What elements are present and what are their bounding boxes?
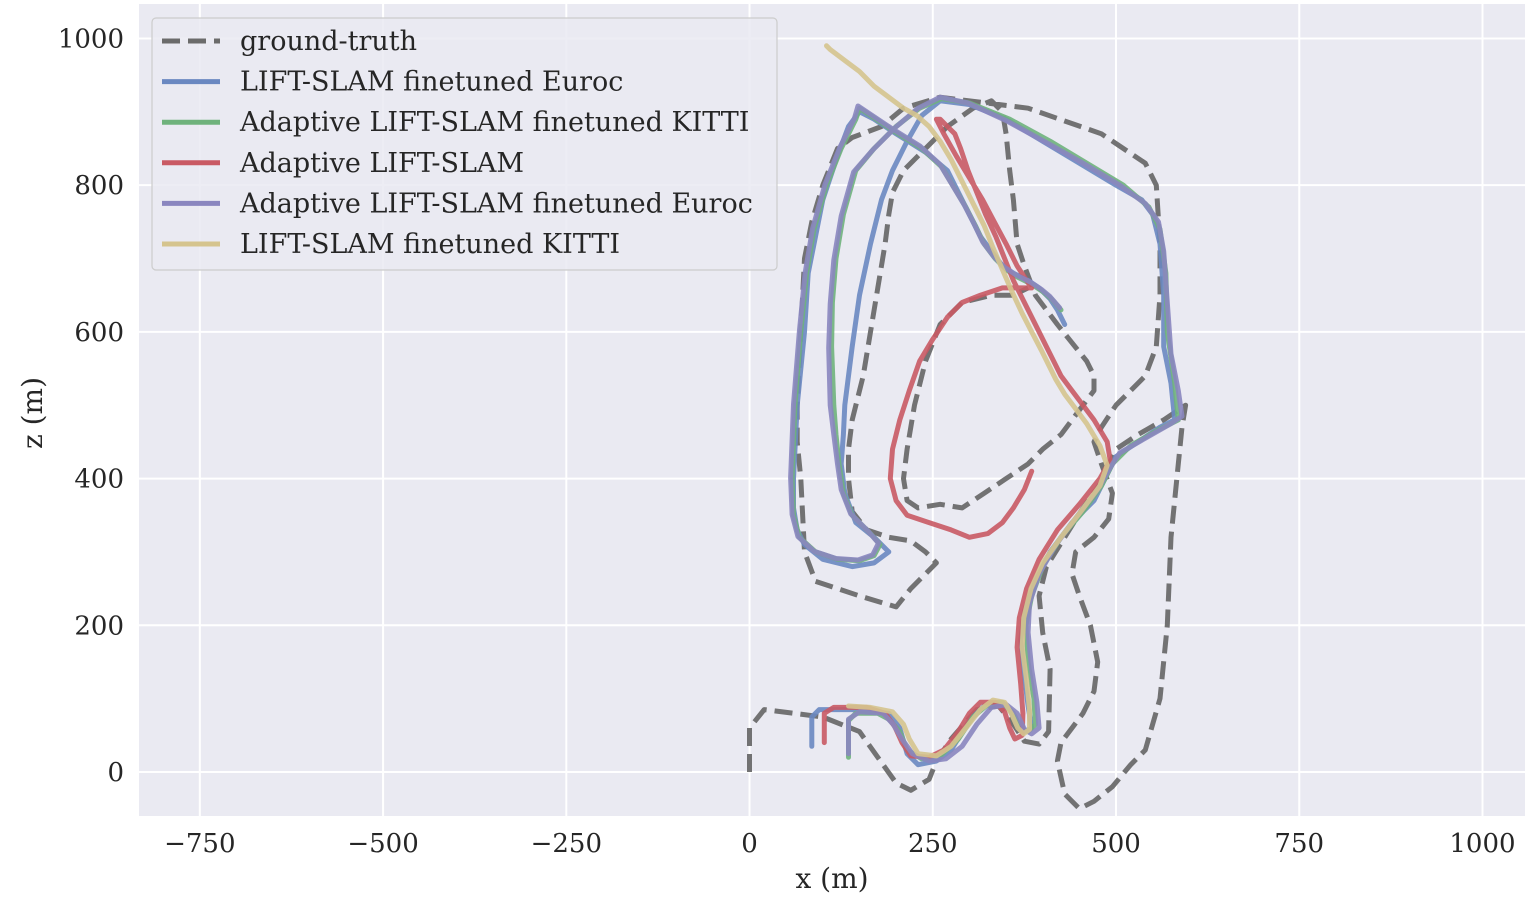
legend-label: Adaptive LIFT-SLAM (239, 148, 524, 179)
y-axis-ticks: 0 200 400 600 800 1000 (58, 24, 124, 788)
y-tick-label: 0 (107, 758, 124, 788)
y-axis-label: z (m) (16, 377, 49, 449)
x-tick-label: 500 (1091, 829, 1141, 859)
legend-frame (151, 17, 778, 271)
series-line-5 (824, 43, 1110, 759)
y-tick-label: 600 (74, 318, 124, 348)
legend-label: Adaptive LIFT-SLAM finetuned KITTI (239, 107, 749, 138)
y-tick-label: 800 (74, 171, 124, 201)
legend: ground-truth LIFT-SLAM finetuned Euroc Ada… (151, 17, 778, 271)
x-tick-label: 250 (908, 829, 958, 859)
series-layer (747, 43, 1189, 812)
x-tick-label: −500 (347, 829, 418, 859)
legend-label: LIFT-SLAM finetuned Euroc (240, 67, 623, 98)
y-tick-label: 200 (74, 611, 124, 641)
x-axis-ticks: −750 −500 −250 0 250 500 750 1000 (164, 829, 1515, 859)
x-tick-label: 0 (741, 829, 758, 859)
y-tick-label: 1000 (58, 24, 124, 54)
x-tick-label: 750 (1274, 829, 1324, 859)
x-axis-label: x (m) (795, 862, 868, 895)
y-tick-label: 400 (74, 465, 124, 495)
legend-label: ground-truth (240, 26, 417, 57)
x-tick-label: −250 (531, 829, 602, 859)
legend-label: Adaptive LIFT-SLAM finetuned Euroc (239, 188, 753, 219)
legend-label: LIFT-SLAM finetuned KITTI (240, 229, 620, 260)
x-tick-label: −750 (164, 829, 235, 859)
x-tick-label: 1000 (1449, 829, 1515, 859)
